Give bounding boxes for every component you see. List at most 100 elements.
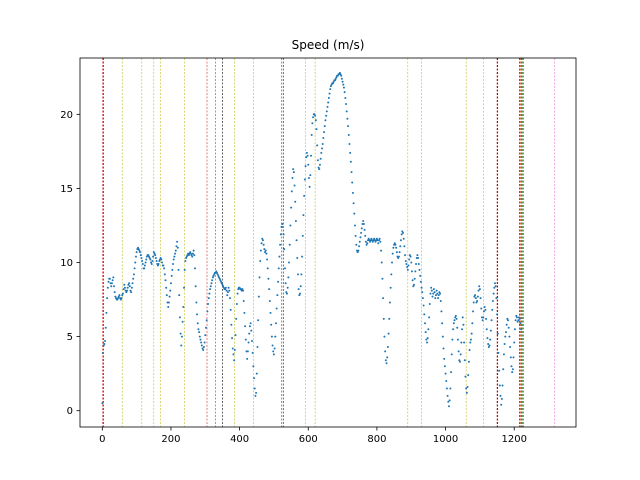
data-point — [227, 286, 230, 289]
data-point — [451, 338, 454, 341]
data-point — [183, 268, 186, 271]
data-point — [493, 286, 496, 289]
data-point — [493, 282, 496, 285]
data-point — [303, 194, 306, 197]
data-point — [423, 322, 426, 325]
data-point — [382, 317, 385, 320]
data-point — [395, 251, 398, 254]
data-point — [316, 144, 319, 147]
data-point — [463, 341, 466, 344]
data-point — [193, 267, 196, 270]
data-point — [313, 113, 316, 116]
data-point — [433, 291, 436, 294]
data-point — [134, 261, 137, 264]
data-point — [392, 246, 395, 249]
data-point — [461, 316, 464, 319]
data-point — [178, 294, 181, 297]
data-point — [443, 357, 446, 360]
data-point — [504, 335, 507, 338]
data-point — [511, 368, 514, 371]
data-point — [174, 252, 177, 255]
data-point — [364, 240, 367, 243]
data-point — [299, 292, 302, 295]
data-point — [320, 147, 323, 150]
data-point — [410, 270, 413, 273]
data-point — [326, 105, 329, 108]
data-point — [384, 359, 387, 362]
data-point — [285, 292, 288, 295]
data-point — [274, 335, 277, 338]
y-tick-label: 20 — [60, 110, 73, 121]
data-point — [246, 350, 249, 353]
data-point — [513, 341, 516, 344]
data-point — [324, 119, 327, 122]
data-point — [520, 328, 523, 331]
data-point — [358, 240, 361, 243]
data-point — [487, 345, 490, 348]
data-point — [250, 340, 253, 343]
data-point — [323, 125, 326, 128]
data-point — [411, 279, 414, 282]
data-point — [154, 257, 157, 260]
data-point — [165, 286, 168, 289]
data-point — [495, 297, 498, 300]
data-point — [423, 313, 426, 316]
data-point — [225, 289, 228, 292]
data-point — [458, 359, 461, 362]
data-point — [110, 285, 113, 288]
data-point — [362, 222, 365, 225]
data-point — [429, 292, 432, 295]
y-axis-ticks: 0 5 10 15 20 — [60, 110, 80, 417]
data-point — [321, 142, 324, 145]
data-point — [507, 326, 510, 329]
data-point — [358, 245, 361, 248]
x-tick-label: 200 — [161, 434, 180, 445]
data-point — [454, 314, 457, 317]
data-point — [294, 220, 297, 223]
data-point — [357, 249, 360, 252]
data-point — [180, 335, 183, 338]
data-point — [448, 405, 450, 408]
data-point — [153, 252, 156, 255]
data-point — [304, 165, 307, 168]
data-point — [428, 316, 431, 319]
data-point — [316, 159, 319, 162]
data-point — [487, 343, 490, 346]
data-point — [464, 375, 467, 378]
data-point — [383, 335, 386, 338]
data-point — [163, 267, 166, 270]
data-point — [489, 329, 492, 332]
data-point — [314, 114, 317, 117]
data-point — [196, 322, 199, 325]
data-point — [132, 277, 135, 280]
data-point — [345, 110, 348, 113]
data-point — [291, 177, 294, 180]
data-point — [503, 343, 506, 346]
data-point — [133, 267, 136, 270]
data-point — [310, 154, 313, 157]
data-point — [511, 371, 514, 374]
data-point — [376, 239, 379, 242]
data-point — [246, 357, 249, 360]
data-point — [235, 303, 238, 305]
data-point — [462, 323, 465, 326]
data-point — [211, 276, 214, 279]
data-point — [441, 322, 444, 325]
data-point — [378, 237, 381, 240]
data-point — [416, 254, 419, 257]
data-point — [288, 261, 291, 264]
y-tick-label: 15 — [60, 184, 73, 195]
data-point — [386, 345, 389, 348]
data-point — [489, 338, 492, 341]
data-point — [283, 267, 286, 270]
data-point — [123, 286, 126, 289]
data-point — [290, 206, 293, 209]
data-point — [318, 168, 321, 171]
data-point — [435, 289, 438, 292]
data-point — [202, 345, 205, 348]
data-point — [268, 300, 271, 303]
data-point — [444, 372, 447, 375]
data-point — [457, 350, 460, 353]
data-point — [143, 264, 146, 267]
data-point — [303, 178, 306, 181]
